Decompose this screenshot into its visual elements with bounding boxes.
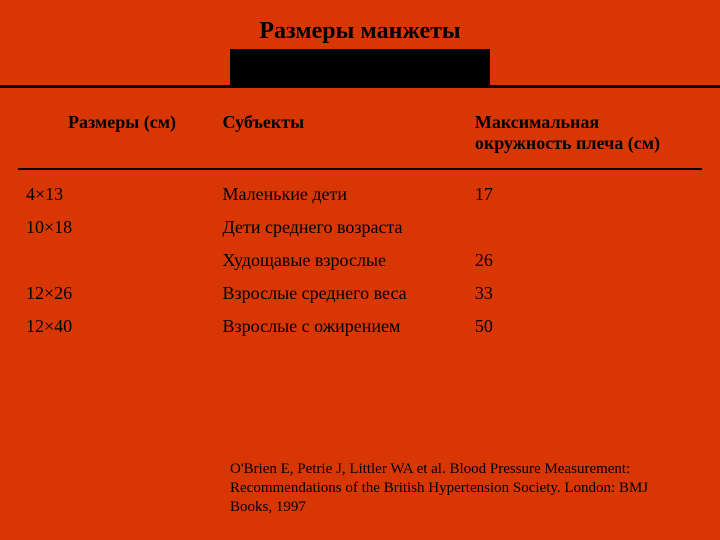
table-row: 10×18 Дети среднего возраста (18, 211, 702, 244)
cell-subject: Маленькие дети (215, 169, 467, 211)
table-header-row: Размеры (см) Субъекты Максимальная окруж… (18, 106, 702, 169)
cell-size: 10×18 (18, 211, 215, 244)
cell-max (467, 211, 702, 244)
cell-subject: Взрослые среднего веса (215, 277, 467, 310)
page-title: Размеры манжеты (259, 18, 460, 45)
cell-max: 26 (467, 244, 702, 277)
citation-text: O'Brien E, Petrie J, Littler WA et al. B… (230, 460, 690, 516)
cell-subject: Дети среднего возраста (215, 211, 467, 244)
cell-size: 12×26 (18, 277, 215, 310)
cell-max: 17 (467, 169, 702, 211)
col-header-size: Размеры (см) (18, 106, 215, 169)
cell-max: 50 (467, 310, 702, 343)
title-bar (230, 49, 490, 85)
table-row: 4×13 Маленькие дети 17 (18, 169, 702, 211)
col-header-subjects: Субъекты (215, 106, 467, 169)
cuff-size-table: Размеры (см) Субъекты Максимальная окруж… (18, 106, 702, 343)
table-row: Худощавые взрослые 26 (18, 244, 702, 277)
cell-subject: Худощавые взрослые (215, 244, 467, 277)
table-row: 12×40 Взрослые с ожирением 50 (18, 310, 702, 343)
col-header-max: Максимальная окружность плеча (см) (467, 106, 702, 169)
cell-subject: Взрослые с ожирением (215, 310, 467, 343)
cell-size (18, 244, 215, 277)
cell-max: 33 (467, 277, 702, 310)
cell-size: 12×40 (18, 310, 215, 343)
table-row: 12×26 Взрослые среднего веса 33 (18, 277, 702, 310)
cell-size: 4×13 (18, 169, 215, 211)
